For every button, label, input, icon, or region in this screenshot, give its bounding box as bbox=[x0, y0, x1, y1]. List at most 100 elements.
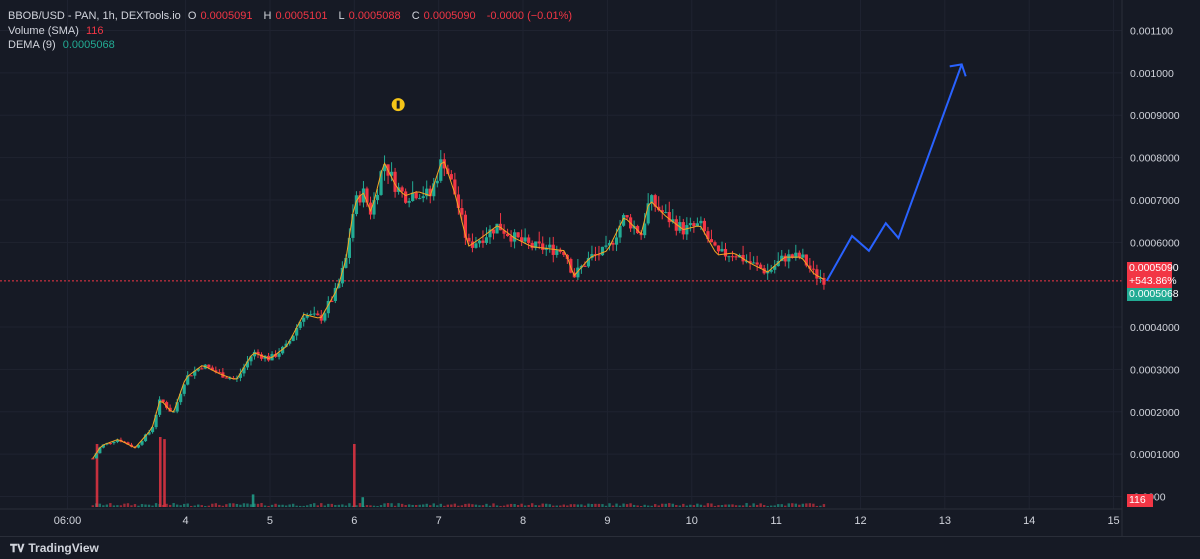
candle-body bbox=[555, 250, 559, 255]
candle-body bbox=[168, 407, 172, 412]
candle-body bbox=[284, 343, 288, 347]
time-tick-label: 10 bbox=[686, 515, 698, 527]
volume-bar bbox=[151, 505, 154, 507]
candle-body bbox=[516, 232, 520, 238]
volume-bar bbox=[569, 504, 573, 507]
candle-body bbox=[432, 183, 436, 197]
candle-body bbox=[354, 195, 359, 215]
candle-body bbox=[681, 222, 685, 235]
volume-bar bbox=[267, 505, 270, 507]
volume-bar bbox=[685, 505, 689, 507]
candle-body bbox=[165, 402, 169, 408]
symbol-title[interactable]: BBOB/USD - PAN, 1h, DEXTools.io bbox=[8, 10, 181, 22]
candle-body bbox=[783, 255, 787, 262]
event-marker-glyph bbox=[396, 100, 400, 109]
legend-symbol-row[interactable]: BBOB/USD - PAN, 1h, DEXTools.io O 0.00050… bbox=[8, 10, 573, 22]
volume-bar bbox=[534, 505, 537, 507]
candle-body bbox=[179, 393, 183, 403]
volume-bar bbox=[348, 503, 351, 507]
volume-bar bbox=[429, 505, 432, 507]
candle-body bbox=[713, 242, 717, 246]
candle-body bbox=[238, 373, 243, 378]
volume-bar bbox=[657, 505, 660, 507]
candle-body bbox=[558, 250, 562, 252]
volume-bar bbox=[682, 503, 685, 507]
footer-bar: 𝐓𝐕 TradingView bbox=[0, 536, 1200, 559]
candle-body bbox=[305, 314, 309, 318]
volume-bar bbox=[130, 505, 133, 507]
volume-bar bbox=[214, 503, 218, 507]
volume-bar bbox=[193, 505, 196, 507]
volume-bar bbox=[467, 503, 471, 507]
candle-body bbox=[474, 243, 478, 248]
volume-bar bbox=[460, 505, 464, 507]
candle-body bbox=[200, 368, 204, 370]
candle-body bbox=[404, 191, 408, 203]
volume-bar bbox=[541, 503, 544, 507]
volume-bar bbox=[453, 503, 457, 507]
volume-bar bbox=[499, 505, 502, 507]
candle-body bbox=[621, 215, 626, 226]
candle-body bbox=[414, 192, 418, 199]
candle-body bbox=[815, 269, 819, 279]
price-tick-label: 0.001000 bbox=[1130, 68, 1174, 80]
volume-bar bbox=[235, 503, 239, 507]
legend-dema-row[interactable]: DEMA (9) 0.0005068 bbox=[8, 38, 576, 53]
volume-bar bbox=[446, 504, 450, 507]
candle-body bbox=[460, 208, 464, 215]
volume-bar bbox=[696, 503, 699, 507]
volume-bar bbox=[791, 503, 794, 507]
volume-bar bbox=[393, 505, 397, 507]
candle-body bbox=[583, 265, 587, 267]
candle-body bbox=[484, 237, 489, 243]
volume-bar bbox=[636, 505, 639, 507]
candle-body bbox=[822, 277, 826, 285]
volume-bar bbox=[190, 505, 193, 507]
volume-bar bbox=[822, 504, 826, 507]
volume-bar bbox=[411, 504, 414, 507]
volume-bar bbox=[717, 505, 720, 507]
candle-body bbox=[801, 254, 805, 258]
volume-bar bbox=[594, 503, 597, 507]
projection-arrowhead bbox=[949, 63, 967, 77]
volume-bar bbox=[179, 505, 182, 507]
candle-body bbox=[467, 237, 471, 242]
volume-value: 116 bbox=[85, 24, 104, 37]
candle-body bbox=[249, 356, 253, 362]
candle-body bbox=[495, 223, 499, 234]
time-tick-label: 14 bbox=[1023, 515, 1035, 527]
candle-body bbox=[699, 220, 703, 224]
volume-bar bbox=[787, 503, 790, 507]
candle-body bbox=[242, 367, 246, 374]
candle-body bbox=[126, 442, 130, 445]
candle-body bbox=[252, 351, 257, 357]
candle-body bbox=[368, 202, 373, 215]
candle-body bbox=[664, 212, 668, 214]
candle-body bbox=[586, 257, 591, 267]
candle-body bbox=[382, 164, 387, 172]
tradingview-brand[interactable]: 𝐓𝐕 TradingView bbox=[10, 541, 99, 555]
volume-bar bbox=[147, 504, 151, 507]
volume-bar bbox=[112, 505, 116, 507]
legend-volume-row[interactable]: Volume (SMA) 116 bbox=[8, 24, 576, 39]
candle-body bbox=[804, 254, 808, 266]
candle-body bbox=[375, 194, 380, 201]
candle-body bbox=[442, 159, 446, 169]
candle-body bbox=[326, 300, 330, 314]
volume-bar bbox=[639, 505, 643, 507]
volume-bar bbox=[172, 503, 175, 507]
volume-bar bbox=[200, 505, 203, 507]
volume-bar bbox=[668, 503, 671, 507]
volume-bar bbox=[734, 505, 738, 507]
open-value: 0.0005091 bbox=[200, 10, 253, 22]
time-tick-label: 7 bbox=[436, 515, 442, 527]
candle-body bbox=[407, 200, 411, 203]
volume-bar bbox=[397, 503, 400, 507]
price-tick-label: 0.0007000 bbox=[1130, 195, 1180, 207]
candle-body bbox=[534, 241, 538, 249]
volume-bar bbox=[650, 505, 653, 507]
price-tick-label: 0.0009000 bbox=[1130, 110, 1180, 122]
volume-bar bbox=[720, 505, 724, 507]
volume-bar bbox=[727, 504, 731, 507]
